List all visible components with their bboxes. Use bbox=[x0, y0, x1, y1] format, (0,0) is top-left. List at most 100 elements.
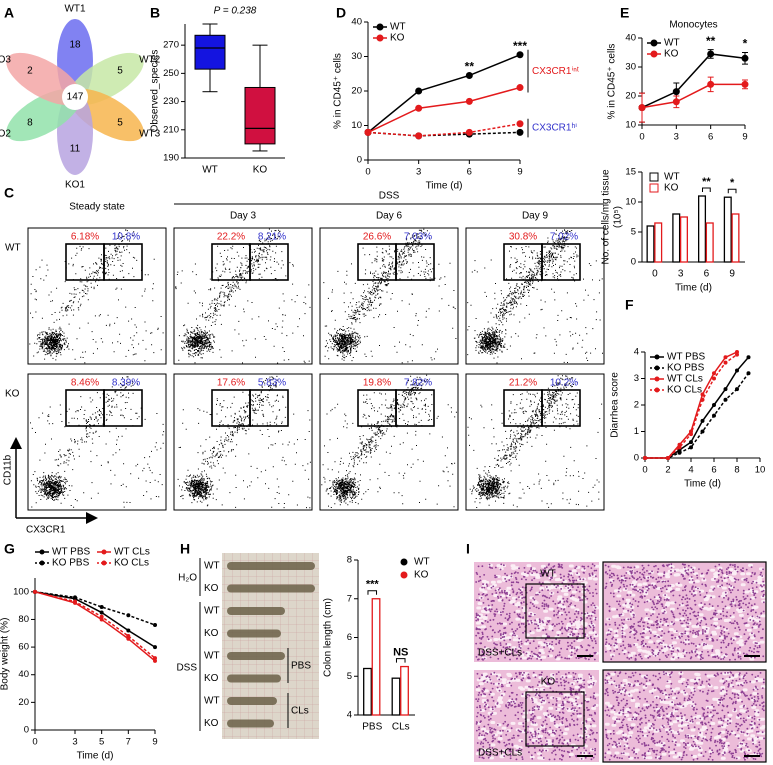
data-point bbox=[700, 418, 705, 423]
y-tick-label: 0 bbox=[631, 257, 636, 268]
flow-percent: 22.2% bbox=[217, 232, 245, 243]
x-tick-label: 6 bbox=[708, 132, 713, 143]
row-label: WT bbox=[204, 696, 220, 707]
venn-petal bbox=[6, 52, 82, 106]
y-tick-label: 80 bbox=[18, 614, 29, 625]
x-tick-label: 3 bbox=[674, 132, 679, 143]
flow-percent: 7.03% bbox=[404, 232, 432, 243]
data-point bbox=[672, 98, 680, 106]
flow-percent: 17.6% bbox=[217, 378, 245, 389]
flow-day: Day 9 bbox=[522, 211, 549, 222]
x-tick-label: 9 bbox=[729, 269, 735, 280]
y-tick-label: 0 bbox=[357, 155, 362, 166]
colon bbox=[227, 584, 315, 593]
flow-gate bbox=[395, 243, 435, 281]
legend-label: KO CLs bbox=[667, 385, 702, 396]
significance: *** bbox=[366, 579, 380, 591]
y-tick-label: 5 bbox=[347, 671, 352, 682]
x-tick-label: 0 bbox=[639, 132, 644, 143]
row-label: WT bbox=[204, 606, 220, 617]
panel-letter: C bbox=[4, 185, 14, 201]
x-tick-label: 0 bbox=[652, 269, 658, 280]
flow-row-label: WT bbox=[5, 243, 21, 254]
data-point bbox=[153, 658, 157, 663]
venn-count: 8 bbox=[27, 118, 33, 129]
y-tick-label: 3 bbox=[634, 373, 639, 384]
venn-label: KO1 bbox=[65, 180, 85, 191]
panel-letter: F bbox=[625, 297, 634, 313]
data-point bbox=[465, 97, 473, 105]
data-point bbox=[746, 371, 751, 376]
flow-percent: 26.6% bbox=[363, 232, 391, 243]
data-point bbox=[153, 645, 157, 650]
inset-box bbox=[525, 691, 585, 747]
data-point bbox=[700, 429, 705, 434]
data-point bbox=[712, 413, 716, 418]
bar bbox=[400, 665, 409, 716]
colon bbox=[227, 674, 281, 683]
y-tick-label: 20 bbox=[625, 91, 636, 102]
data-point bbox=[516, 120, 524, 128]
data-point bbox=[465, 71, 473, 79]
data-point bbox=[73, 599, 77, 604]
treatment-label: CLs bbox=[291, 706, 309, 717]
colon bbox=[227, 719, 274, 728]
venn-count: 11 bbox=[70, 144, 81, 155]
group-label: CX3CR1ⁱⁿᵗ bbox=[532, 66, 579, 77]
series-line bbox=[34, 591, 156, 659]
venn-count: 5 bbox=[117, 118, 123, 129]
significance: *** bbox=[513, 39, 527, 53]
y-tick-label: 8 bbox=[347, 555, 352, 566]
flow-events bbox=[29, 229, 164, 364]
data-point bbox=[700, 397, 705, 402]
data-point bbox=[712, 376, 716, 381]
significance: ** bbox=[465, 60, 475, 74]
bar bbox=[723, 196, 732, 263]
flow-events bbox=[323, 228, 457, 364]
x-tick-label: 5 bbox=[99, 737, 104, 748]
legend-label: KO PBS bbox=[667, 363, 705, 374]
data-point bbox=[99, 617, 104, 622]
y-tick-label: 40 bbox=[18, 669, 29, 680]
y-tick-label: 230 bbox=[163, 96, 179, 107]
data-point bbox=[465, 128, 473, 136]
colon bbox=[227, 697, 277, 705]
flow-panel bbox=[27, 373, 167, 511]
histology-frame bbox=[602, 561, 767, 663]
x-tick-label: 0 bbox=[32, 737, 37, 748]
y-tick-label: 10 bbox=[351, 120, 362, 131]
y-axis-label: Colon length (cm) bbox=[323, 598, 334, 677]
significance: * bbox=[730, 177, 735, 189]
flow-gate bbox=[103, 243, 143, 281]
box bbox=[194, 34, 226, 70]
data-point bbox=[73, 595, 77, 600]
flow-percent: 7.02% bbox=[550, 232, 578, 243]
panel-letter: D bbox=[336, 5, 346, 21]
y-tick-label: 7 bbox=[347, 593, 352, 604]
flow-panel bbox=[319, 373, 459, 511]
legend-label: KO bbox=[414, 570, 429, 581]
histology-treatment: DSS+CLs bbox=[478, 648, 522, 659]
flow-percent: 19.8% bbox=[363, 378, 391, 389]
bar bbox=[371, 598, 381, 716]
flow-percent: 10.2% bbox=[550, 378, 578, 389]
series-line bbox=[367, 123, 521, 137]
data-point bbox=[516, 84, 524, 92]
data-point bbox=[689, 445, 693, 450]
row-label: KO bbox=[204, 583, 219, 594]
row-label: WT bbox=[204, 651, 220, 662]
row-label: KO bbox=[204, 673, 219, 684]
panel-letter: B bbox=[150, 5, 160, 21]
legend-label: WT bbox=[664, 172, 680, 183]
venn-petal bbox=[68, 88, 144, 142]
colon bbox=[227, 652, 285, 660]
data-point bbox=[707, 80, 715, 88]
x-tick-label: 9 bbox=[152, 737, 157, 748]
series-line bbox=[34, 591, 156, 648]
y-axis-label: No. of cells/mg tissue bbox=[601, 169, 612, 264]
x-axis-label: Time (d) bbox=[684, 479, 721, 490]
series-line bbox=[34, 591, 156, 662]
legend-label: KO bbox=[664, 183, 679, 194]
legend-label: WT bbox=[390, 22, 406, 33]
